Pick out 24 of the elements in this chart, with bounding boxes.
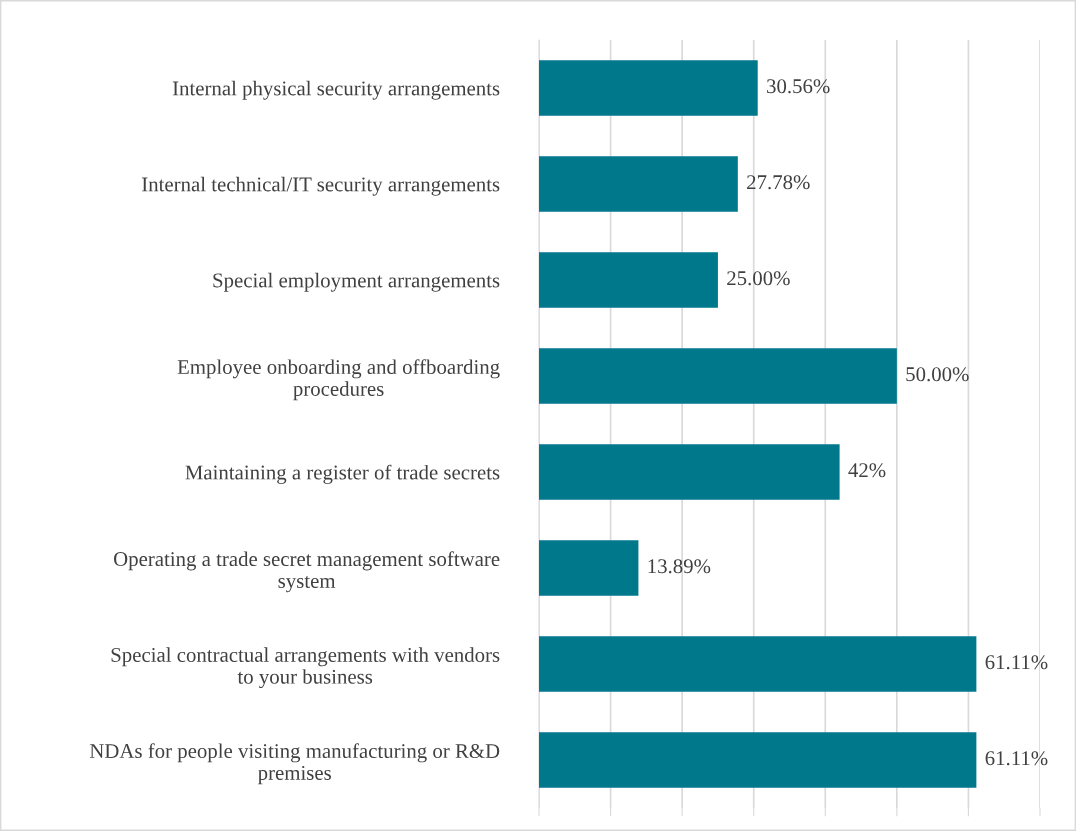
y-tick-label: Operating a trade secret management software system <box>113 551 500 593</box>
bar <box>539 636 977 692</box>
data-label: 27.78% <box>747 175 810 190</box>
data-label: 42% <box>848 463 886 478</box>
bar <box>539 156 738 212</box>
data-label: 61.11% <box>985 751 1048 766</box>
y-tick-label: Special employment arrangements <box>213 272 500 292</box>
bar <box>539 540 639 596</box>
y-tick-label: NDAs for people visiting manufacturing or R&D premises <box>89 743 500 785</box>
y-tick-label: Internal physical security arrangements <box>172 80 500 100</box>
y-tick-label: Special contractual arrangements with vendors to your business <box>111 647 500 689</box>
bar <box>539 252 718 308</box>
y-tick-label: Internal technical/IT security arrangements <box>142 176 500 196</box>
data-label: 25.00% <box>727 271 790 286</box>
data-label: 61.11% <box>985 655 1048 670</box>
bar <box>539 60 758 116</box>
data-label: 50.00% <box>906 367 969 382</box>
bar <box>539 732 977 788</box>
bar <box>539 348 897 404</box>
y-tick-label: Employee onboarding and offboarding procedures <box>177 359 500 401</box>
y-tick-label: Maintaining a register of trade secrets <box>185 464 500 484</box>
data-label: 30.56% <box>767 79 830 94</box>
bar <box>539 444 840 500</box>
data-label: 13.89% <box>648 559 711 574</box>
